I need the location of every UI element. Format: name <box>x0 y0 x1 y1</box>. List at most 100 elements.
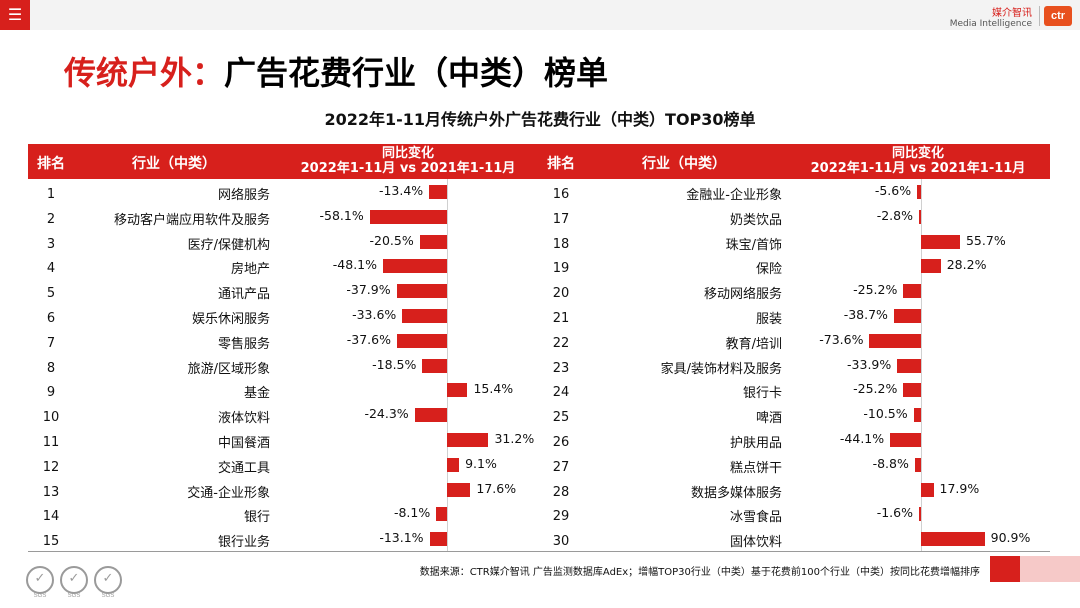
change-bar <box>447 457 460 472</box>
change-bar <box>917 185 921 199</box>
change-label: -33.9% <box>847 356 892 372</box>
rank-cell: 5 <box>46 286 56 302</box>
rank-cell: 15 <box>42 534 60 550</box>
industry-name: 珠宝/首饰 <box>725 237 782 253</box>
rank-cell: 19 <box>552 261 570 277</box>
change-label: -10.5% <box>863 406 908 422</box>
table-row: 30 固体饮料 90.9% <box>538 528 1050 553</box>
table-header: 排名 行业（中类） 同比变化 2022年1-11月 vs 2021年1-11月 <box>538 144 1050 179</box>
change-label: -37.9% <box>346 282 391 298</box>
ranking-table-right: 排名 行业（中类） 同比变化 2022年1-11月 vs 2021年1-11月 … <box>538 144 1050 554</box>
industry-name: 银行业务 <box>217 535 270 551</box>
industry-name: 冰雪食品 <box>729 510 782 526</box>
industry-name: 数据多媒体服务 <box>690 485 782 501</box>
table-row: 5 通讯产品 -37.9% <box>28 280 538 305</box>
change-label: -1.6% <box>876 505 913 521</box>
table-row: 26 护肤用品 -44.1% <box>538 429 1050 454</box>
rank-cell: 21 <box>552 311 570 326</box>
table-row: 8 旅游/区域形象 -18.5% <box>28 355 538 380</box>
change-bar <box>422 358 447 373</box>
rank-cell: 10 <box>42 410 60 426</box>
change-label: -25.2% <box>853 381 898 397</box>
change-bar <box>897 358 921 373</box>
rank-cell: 1 <box>46 187 56 202</box>
change-label: 15.4% <box>473 381 514 397</box>
change-bar <box>919 209 921 224</box>
change-bar <box>893 309 921 323</box>
rank-cell: 7 <box>46 335 56 351</box>
rank-cell: 8 <box>46 360 56 376</box>
change-label: -37.6% <box>346 331 391 347</box>
rank-cell: 25 <box>552 410 570 426</box>
rank-cell: 13 <box>42 484 60 500</box>
table-row: 24 银行卡 -25.2% <box>538 379 1050 404</box>
change-bar <box>402 309 447 323</box>
table-row: 12 交通工具 9.1% <box>28 454 538 479</box>
table-row: 27 糕点饼干 -8.8% <box>538 454 1050 479</box>
change-label: -25.2% <box>853 282 898 298</box>
table-row: 18 珠宝/首饰 55.7% <box>538 231 1050 256</box>
table-row: 13 交通-企业形象 17.6% <box>28 479 538 504</box>
page-title: 传统户外：广告花费行业（中类）榜单 <box>64 48 608 94</box>
industry-name: 移动客户端应用软件及服务 <box>113 212 270 228</box>
header-change-line2: 2022年1-11月 vs 2021年1-11月 <box>300 161 516 176</box>
change-bar <box>396 284 447 299</box>
rank-cell: 27 <box>552 459 570 475</box>
change-label: -8.1% <box>393 505 431 521</box>
change-bar <box>919 507 921 522</box>
industry-name: 交通-企业形象 <box>187 485 270 501</box>
change-label: -2.8% <box>876 207 913 223</box>
rank-cell: 23 <box>552 360 570 376</box>
change-bar <box>383 259 447 274</box>
table-row: 10 液体饮料 -24.3% <box>28 404 538 429</box>
change-bar <box>913 408 921 423</box>
change-label: -48.1% <box>332 257 378 273</box>
change-bar <box>921 482 934 497</box>
header-change-line1: 同比变化 <box>891 146 944 161</box>
table-row: 14 银行 -8.1% <box>28 503 538 528</box>
industry-name: 银行 <box>243 510 270 526</box>
ranking-table-left: 排名 行业（中类） 同比变化 2022年1-11月 vs 2021年1-11月 … <box>28 144 538 554</box>
header-industry: 行业（中类） <box>642 156 726 172</box>
change-label: -38.7% <box>843 307 888 322</box>
table-row: 21 服装 -38.7% <box>538 305 1050 330</box>
table-row: 7 零售服务 -37.6% <box>28 330 538 355</box>
chart-subtitle: 2022年1-11月传统户外广告花费行业（中类）TOP30榜单 <box>324 110 756 129</box>
industry-name: 房地产 <box>230 262 270 278</box>
industry-name: 啤酒 <box>755 411 782 427</box>
change-bar <box>447 482 471 497</box>
table-row: 25 啤酒 -10.5% <box>538 404 1050 429</box>
change-bar <box>429 532 447 547</box>
brand-divider <box>1039 6 1040 26</box>
menu-icon[interactable]: ☰ <box>0 0 30 30</box>
brand-name-cn: 媒介智讯 <box>992 8 1032 19</box>
industry-name: 液体饮料 <box>217 411 270 427</box>
rank-cell: 29 <box>552 509 570 525</box>
table-row: 1 网络服务 -13.4% <box>28 181 538 206</box>
rank-cell: 14 <box>42 509 60 525</box>
table-row: 20 移动网络服务 -25.2% <box>538 280 1050 305</box>
industry-name: 交通工具 <box>217 460 270 476</box>
change-bar <box>419 234 447 249</box>
change-label: -20.5% <box>369 232 414 248</box>
industry-name: 零售服务 <box>217 336 270 352</box>
rank-cell: 24 <box>552 385 570 401</box>
rank-cell: 3 <box>46 236 56 252</box>
industry-name: 固体饮料 <box>729 535 782 551</box>
sgs-cert-icon: ✓ SGS <box>94 566 122 599</box>
table-row: 22 教育/培训 -73.6% <box>538 330 1050 355</box>
change-label: -44.1% <box>839 431 885 446</box>
change-label: 28.2% <box>946 257 987 273</box>
page-title-rest: 广告花费行业（中类）榜单 <box>224 54 609 92</box>
change-label: -24.3% <box>364 406 409 422</box>
change-bar <box>447 383 468 398</box>
table-row: 11 中国餐酒 31.2% <box>28 429 538 454</box>
rank-cell: 4 <box>46 261 56 277</box>
corner-accent-pink <box>1020 556 1080 582</box>
chart-zero-axis <box>447 179 448 551</box>
rank-cell: 28 <box>552 484 570 500</box>
change-label: 90.9% <box>990 530 1031 546</box>
change-bar <box>414 408 447 423</box>
change-label: -13.4% <box>378 183 424 198</box>
rank-cell: 17 <box>552 211 570 227</box>
